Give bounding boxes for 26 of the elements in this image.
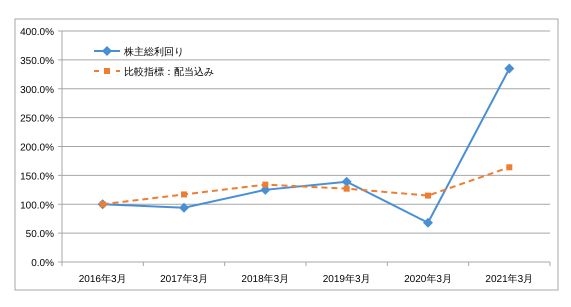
- legend-label: 比較指標：配当込み: [124, 66, 214, 78]
- legend-label: 株主総利回り: [123, 46, 184, 58]
- point: [344, 186, 350, 192]
- point: [342, 176, 352, 187]
- x-tick-label: 2016年3月: [78, 273, 127, 285]
- point: [423, 218, 433, 228]
- y-tick-label: 50.0%: [26, 229, 54, 240]
- point: [504, 64, 514, 74]
- y-tick-label: 400.0%: [20, 27, 54, 38]
- y-tick-label: 350.0%: [20, 56, 54, 67]
- point: [425, 192, 431, 199]
- x-tick-label: 2017年3月: [160, 273, 208, 285]
- x-tick-label: 2021年3月: [485, 273, 534, 285]
- point: [262, 182, 268, 188]
- point: [181, 191, 187, 198]
- point: [179, 202, 189, 213]
- point: [506, 164, 512, 170]
- y-tick-label: 100.0%: [20, 200, 54, 212]
- x-tick-label: 2018年3月: [241, 273, 290, 285]
- y-tick-label: 0.0%: [31, 258, 54, 269]
- y-tick-label: 250.0%: [20, 114, 54, 125]
- y-tick-label: 300.0%: [20, 84, 54, 96]
- x-tick-label: 2019年3月: [322, 273, 371, 285]
- x-tick-label: 2020年3月: [404, 273, 452, 285]
- y-tick-label: 150.0%: [20, 171, 54, 182]
- y-tick-label: 200.0%: [20, 142, 54, 154]
